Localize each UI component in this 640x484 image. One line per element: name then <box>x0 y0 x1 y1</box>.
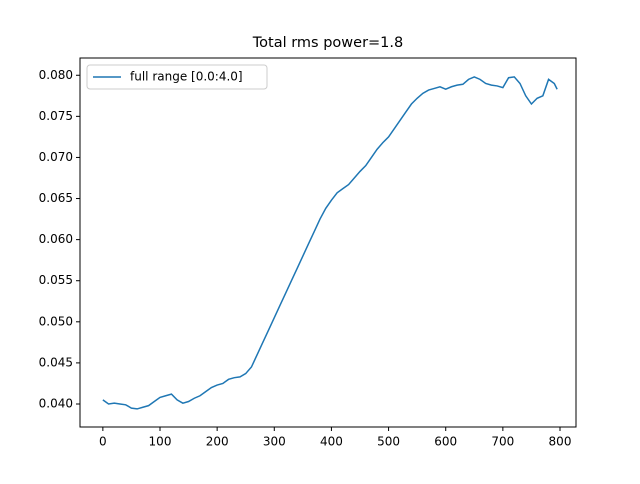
x-tick-label: 400 <box>320 435 343 449</box>
y-tick-label: 0.075 <box>39 109 73 123</box>
axes-frame <box>79 57 577 428</box>
x-tick-label: 0 <box>99 435 107 449</box>
x-tick-label: 500 <box>377 435 400 449</box>
y-tick-label: 0.070 <box>39 150 73 164</box>
x-tick-label: 700 <box>491 435 514 449</box>
y-tick-label: 0.045 <box>39 355 73 369</box>
x-tick-label: 300 <box>263 435 286 449</box>
x-tick-label: 200 <box>206 435 229 449</box>
y-tick-label: 0.065 <box>39 191 73 205</box>
legend-box <box>86 64 268 90</box>
y-tick-label: 0.080 <box>39 68 73 82</box>
x-tick-label: 800 <box>549 435 572 449</box>
x-tick-label: 600 <box>434 435 457 449</box>
x-tick-label: 100 <box>149 435 172 449</box>
chart-title: Total rms power=1.8 <box>252 35 404 51</box>
y-tick-label: 0.055 <box>39 273 73 287</box>
y-tick-label: 0.060 <box>39 232 73 246</box>
line <box>102 76 558 410</box>
y-tick-label: 0.050 <box>39 314 73 328</box>
legend-label: full range [0.0:4.0] <box>130 70 243 84</box>
y-tick-label: 0.040 <box>39 396 73 410</box>
